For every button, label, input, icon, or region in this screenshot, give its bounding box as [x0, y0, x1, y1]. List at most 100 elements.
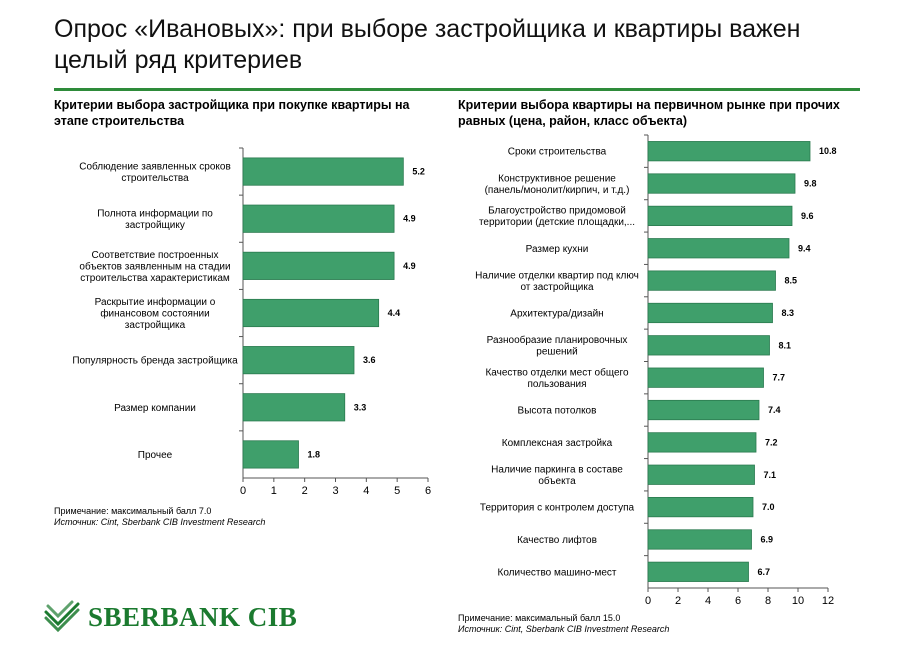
bar: [647, 335, 770, 356]
data-label: 9.6: [801, 211, 814, 221]
chart-1-notes: Примечание: максимальный балл 7.0 Источн…: [54, 506, 265, 528]
x-tick-label: 8: [765, 595, 771, 607]
data-label: 4.9: [403, 261, 416, 271]
chart-1-source: Источник: Cint, Sberbank CIB Investment …: [54, 517, 266, 527]
chart-2-note: Примечание: максимальный балл 15.0: [458, 613, 621, 623]
bar: [647, 367, 764, 388]
logo-text: SBERBANK CIB: [88, 601, 298, 632]
category-label: Раскрытие информации о: [95, 296, 216, 308]
x-tick-label: 0: [645, 595, 651, 607]
category-label: Размер компании: [114, 403, 196, 414]
bar: [242, 157, 404, 186]
data-label: 3.3: [354, 402, 367, 412]
category-label: Количество машино-мест: [498, 567, 617, 578]
data-label: 6.7: [758, 567, 771, 577]
data-label: 9.4: [798, 243, 811, 253]
category-label: объекта: [538, 475, 576, 487]
category-label: пользования: [527, 379, 586, 390]
x-tick-label: 6: [425, 485, 431, 497]
data-label: 7.7: [773, 373, 786, 383]
data-label: 7.4: [768, 405, 781, 415]
data-label: 9.8: [804, 179, 817, 189]
category-label: Соответствие построенных: [92, 250, 219, 261]
bar: [242, 298, 380, 328]
bar: [242, 251, 395, 280]
bar: [647, 399, 760, 421]
category-label: финансовом состоянии: [100, 308, 209, 320]
category-label: территории (детские площадки,...: [479, 217, 635, 228]
bar: [242, 346, 355, 375]
x-tick-label: 1: [271, 485, 277, 497]
category-label: Архитектура/дизайн: [510, 308, 603, 319]
bar: [647, 238, 790, 259]
category-label: Прочее: [138, 450, 173, 461]
x-tick-label: 5: [394, 485, 400, 497]
data-label: 5.2: [412, 167, 425, 177]
bar: [647, 205, 793, 227]
category-label: Наличие отделки квартир под ключ: [475, 270, 639, 281]
category-label: строительства: [121, 173, 189, 184]
category-label: Качество отделки мест общего: [485, 366, 628, 378]
bar: [647, 464, 755, 485]
bar: [647, 561, 749, 582]
x-tick-label: 0: [240, 485, 246, 497]
chart-2-source: Источник: Cint, Sberbank CIB Investment …: [458, 624, 670, 634]
bar: [647, 432, 757, 453]
x-tick-label: 2: [302, 485, 308, 497]
x-tick-label: 4: [363, 485, 369, 497]
category-label: Сроки строительства: [508, 147, 607, 158]
data-label: 4.9: [403, 214, 416, 224]
bar: [647, 141, 811, 162]
data-label: 7.0: [762, 502, 775, 512]
chart-1-title: Критерии выбора застройщика при покупке …: [54, 98, 410, 128]
data-label: 8.3: [782, 308, 795, 318]
chart-2-title: Критерии выбора квартиры на первичном ры…: [458, 98, 840, 128]
page-title: Опрос «Ивановых»: при выборе застройщика…: [54, 15, 801, 74]
x-tick-label: 12: [822, 595, 834, 607]
category-label: (панель/монолит/кирпич, и т.д.): [485, 185, 630, 196]
category-label: застройщику: [125, 220, 185, 231]
bar: [647, 529, 752, 550]
category-label: Высота потолков: [518, 406, 597, 417]
bar: [242, 204, 395, 233]
category-label: объектов заявленным на стадии: [79, 260, 230, 272]
category-label: решений: [536, 347, 577, 358]
bar: [647, 173, 796, 194]
category-label: Конструктивное решение: [498, 173, 616, 184]
category-label: застройщика: [125, 320, 186, 331]
data-label: 10.8: [819, 146, 837, 156]
category-label: Благоустройство придомовой: [488, 206, 626, 217]
category-label: Соблюдение заявленных сроков: [79, 160, 231, 172]
data-label: 1.8: [308, 449, 321, 459]
category-label: Территория с контролем доступа: [480, 503, 635, 514]
x-tick-label: 2: [675, 595, 681, 607]
data-label: 3.6: [363, 355, 376, 365]
data-label: 6.9: [761, 534, 774, 544]
title-divider: [54, 88, 860, 91]
x-tick-label: 3: [332, 485, 338, 497]
category-label: Размер кухни: [526, 244, 589, 255]
data-label: 8.5: [785, 276, 798, 286]
data-label: 7.1: [764, 470, 777, 480]
bar: [242, 393, 346, 422]
category-label: Комплексная застройка: [502, 438, 613, 449]
sberbank-logo: SBERBANK CIB: [42, 598, 297, 636]
data-label: 4.4: [388, 308, 401, 318]
x-tick-label: 4: [705, 595, 711, 607]
category-label: Полнота информации по: [97, 207, 213, 219]
x-tick-label: 10: [792, 595, 804, 607]
bar: [647, 496, 754, 518]
category-label: Разнообразие планировочных: [487, 334, 628, 346]
bar: [647, 302, 773, 324]
category-label: Наличие паркинга в составе: [491, 465, 623, 476]
bar: [647, 270, 776, 291]
bar: [242, 440, 299, 469]
sberbank-emblem-icon: [44, 600, 80, 633]
chart-2-notes: Примечание: максимальный балл 15.0 Источ…: [458, 613, 669, 635]
category-label: Качество лифтов: [517, 534, 597, 546]
category-label: Популярность бренда застройщика: [72, 355, 238, 367]
category-label: строительства характеристикам: [80, 273, 230, 284]
data-label: 7.2: [765, 437, 778, 447]
